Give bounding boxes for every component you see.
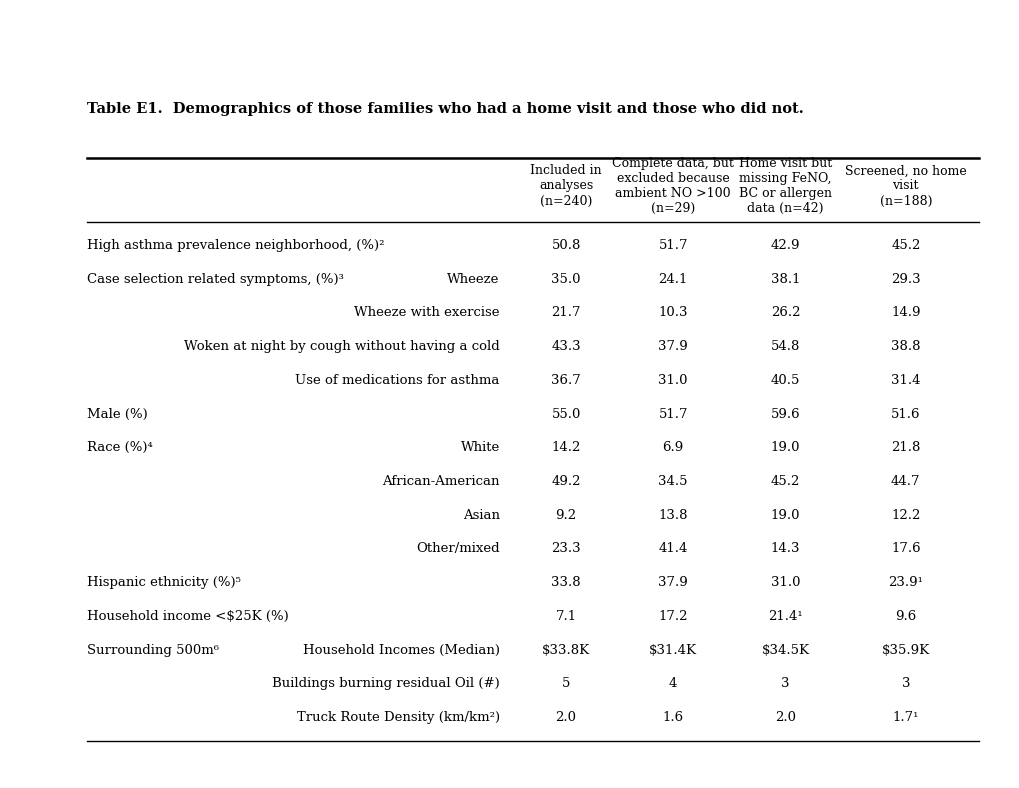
Text: 23.3: 23.3 [550,542,581,556]
Text: 41.4: 41.4 [658,542,687,556]
Text: 35.0: 35.0 [551,273,580,285]
Text: 31.0: 31.0 [658,374,687,387]
Text: 3: 3 [781,678,789,690]
Text: 50.8: 50.8 [551,239,580,252]
Text: 23.9¹: 23.9¹ [888,576,922,589]
Text: Hispanic ethnicity (%)⁵: Hispanic ethnicity (%)⁵ [87,576,240,589]
Text: Race (%)⁴: Race (%)⁴ [87,441,152,454]
Text: 1.7¹: 1.7¹ [892,711,918,724]
Text: 9.2: 9.2 [555,509,576,522]
Text: Woken at night by cough without having a cold: Woken at night by cough without having a… [183,340,499,353]
Text: 36.7: 36.7 [550,374,581,387]
Text: Truck Route Density (km/km²): Truck Route Density (km/km²) [297,711,499,724]
Text: 44.7: 44.7 [891,475,919,488]
Text: 13.8: 13.8 [658,509,687,522]
Text: Wheeze with exercise: Wheeze with exercise [354,307,499,319]
Text: 1.6: 1.6 [662,711,683,724]
Text: 37.9: 37.9 [657,576,688,589]
Text: 6.9: 6.9 [662,441,683,454]
Text: 49.2: 49.2 [551,475,580,488]
Text: $31.4K: $31.4K [648,644,697,656]
Text: 43.3: 43.3 [550,340,581,353]
Text: 12.2: 12.2 [891,509,919,522]
Text: 5: 5 [561,678,570,690]
Text: Male (%): Male (%) [87,407,148,421]
Text: 24.1: 24.1 [658,273,687,285]
Text: 45.2: 45.2 [770,475,799,488]
Text: 19.0: 19.0 [770,509,799,522]
Text: Surrounding 500m⁶: Surrounding 500m⁶ [87,644,218,656]
Text: 45.2: 45.2 [891,239,919,252]
Text: Household Incomes (Median): Household Incomes (Median) [303,644,499,656]
Text: $33.8K: $33.8K [541,644,590,656]
Text: 51.7: 51.7 [658,239,687,252]
Text: 10.3: 10.3 [658,307,687,319]
Text: 29.3: 29.3 [890,273,920,285]
Text: $34.5K: $34.5K [760,644,809,656]
Text: 37.9: 37.9 [657,340,688,353]
Text: 21.7: 21.7 [551,307,580,319]
Text: 9.6: 9.6 [895,610,915,623]
Text: 3: 3 [901,678,909,690]
Text: 51.7: 51.7 [658,407,687,421]
Text: 21.4¹: 21.4¹ [767,610,802,623]
Text: 26.2: 26.2 [770,307,799,319]
Text: 17.2: 17.2 [658,610,687,623]
Text: 19.0: 19.0 [770,441,799,454]
Text: Wheeze: Wheeze [447,273,499,285]
Text: 42.9: 42.9 [770,239,799,252]
Text: Buildings burning residual Oil (#): Buildings burning residual Oil (#) [272,678,499,690]
Text: High asthma prevalence neighborhood, (%)²: High asthma prevalence neighborhood, (%)… [87,239,384,252]
Text: 38.1: 38.1 [770,273,799,285]
Text: Table E1.  Demographics of those families who had a home visit and those who did: Table E1. Demographics of those families… [87,102,803,117]
Text: 51.6: 51.6 [891,407,919,421]
Text: 14.2: 14.2 [551,441,580,454]
Text: White: White [461,441,499,454]
Text: Home visit but
missing FeNO,
BC or allergen
data (n=42): Home visit but missing FeNO, BC or aller… [738,157,832,215]
Text: $35.9K: $35.9K [880,644,929,656]
Text: African-American: African-American [382,475,499,488]
Text: 40.5: 40.5 [770,374,799,387]
Text: 38.8: 38.8 [891,340,919,353]
Text: Household income <$25K (%): Household income <$25K (%) [87,610,288,623]
Text: 55.0: 55.0 [551,407,580,421]
Text: 2.0: 2.0 [555,711,576,724]
Text: 34.5: 34.5 [658,475,687,488]
Text: 54.8: 54.8 [770,340,799,353]
Text: 59.6: 59.6 [769,407,800,421]
Text: Complete data, but
excluded because
ambient NO >100
(n=29): Complete data, but excluded because ambi… [611,157,734,215]
Text: 21.8: 21.8 [891,441,919,454]
Text: Screened, no home
visit
(n=188): Screened, no home visit (n=188) [844,165,966,207]
Text: 7.1: 7.1 [555,610,576,623]
Text: 31.0: 31.0 [770,576,799,589]
Text: 4: 4 [668,678,677,690]
Text: 17.6: 17.6 [890,542,920,556]
Text: Asian: Asian [463,509,499,522]
Text: 2.0: 2.0 [774,711,795,724]
Text: 33.8: 33.8 [550,576,581,589]
Text: Included in
analyses
(n=240): Included in analyses (n=240) [530,165,601,207]
Text: 14.3: 14.3 [770,542,799,556]
Text: 14.9: 14.9 [891,307,919,319]
Text: Other/mixed: Other/mixed [416,542,499,556]
Text: 31.4: 31.4 [891,374,919,387]
Text: Use of medications for asthma: Use of medications for asthma [296,374,499,387]
Text: Case selection related symptoms, (%)³: Case selection related symptoms, (%)³ [87,273,343,285]
